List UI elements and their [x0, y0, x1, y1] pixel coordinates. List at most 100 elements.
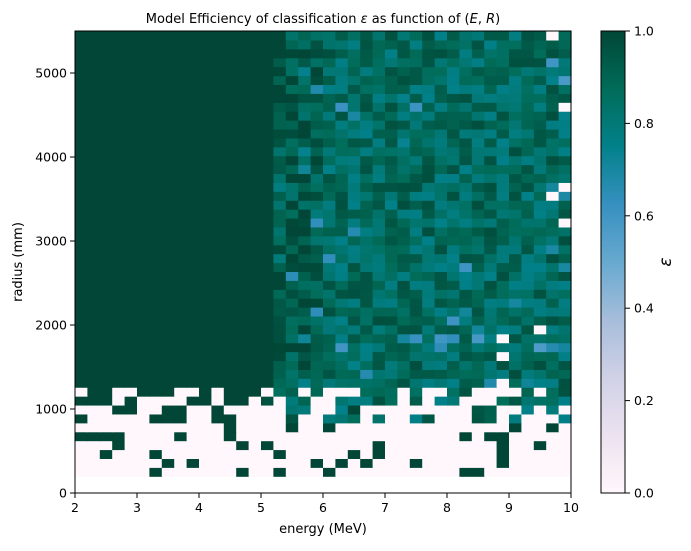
heatmap-cell — [372, 298, 386, 308]
heatmap-cell — [471, 315, 485, 326]
heatmap-cell — [521, 217, 535, 228]
heatmap-cell — [422, 244, 436, 255]
heatmap-cell — [471, 120, 485, 130]
heatmap-cell — [323, 137, 336, 148]
heatmap-cell — [248, 342, 262, 353]
y-tick-label: 4000 — [35, 150, 67, 165]
heatmap-cell — [298, 128, 312, 139]
heatmap-cell — [422, 128, 436, 139]
heatmap-cell — [75, 173, 88, 183]
heatmap-cell — [161, 93, 175, 103]
heatmap-cell — [87, 351, 101, 362]
heatmap-cell — [409, 333, 423, 344]
heatmap-cell — [112, 440, 126, 451]
heatmap-cell — [310, 217, 324, 228]
heatmap-cell — [323, 102, 336, 112]
heatmap-cell — [112, 351, 126, 362]
heatmap-cell — [137, 440, 150, 451]
heatmap-cell — [409, 396, 423, 406]
heatmap-cell — [422, 57, 436, 68]
heatmap-cell — [484, 271, 498, 281]
heatmap-cell — [347, 440, 361, 451]
heatmap-cell — [509, 244, 522, 255]
heatmap-cell — [310, 146, 324, 157]
heatmap-cell — [261, 93, 274, 103]
heatmap-cell — [161, 262, 175, 272]
heatmap-cell — [533, 324, 547, 335]
heatmap-cell — [509, 200, 522, 210]
heatmap-cell — [285, 137, 299, 148]
y-tick-label: 1000 — [35, 402, 67, 417]
heatmap-cell — [409, 431, 423, 442]
heatmap-cell — [236, 66, 250, 77]
heatmap-cell — [75, 422, 88, 433]
heatmap-cell — [112, 333, 126, 344]
heatmap-cell — [471, 449, 485, 459]
heatmap-cell — [397, 280, 411, 290]
heatmap-cell — [558, 431, 572, 442]
heatmap-cell — [521, 324, 535, 335]
heatmap-cell — [484, 31, 498, 41]
heatmap-cell — [521, 31, 535, 41]
heatmap-cell — [459, 111, 473, 121]
heatmap-cell — [546, 467, 560, 477]
heatmap-cell — [199, 75, 212, 86]
heatmap-cell — [75, 342, 88, 353]
heatmap-cell — [323, 360, 336, 370]
heatmap-cell — [124, 440, 138, 451]
heatmap-cell — [434, 235, 448, 246]
heatmap-cell — [335, 280, 349, 290]
heatmap-cell — [149, 449, 163, 459]
heatmap-cell — [509, 422, 522, 433]
heatmap-cell — [422, 146, 436, 157]
heatmap-cell — [471, 280, 485, 290]
heatmap-cell — [261, 369, 274, 379]
heatmap-cell — [236, 155, 250, 166]
heatmap-cell — [385, 422, 398, 433]
heatmap-cell — [199, 387, 212, 397]
heatmap-cell — [273, 182, 287, 192]
heatmap-cell — [211, 235, 225, 246]
heatmap-cell — [347, 422, 361, 433]
heatmap-cell — [360, 458, 374, 468]
heatmap-cell — [211, 449, 225, 459]
heatmap-cell — [422, 48, 436, 59]
heatmap-cell — [372, 173, 386, 183]
heatmap-cell — [533, 235, 547, 246]
heatmap-cell — [161, 200, 175, 210]
heatmap-cell — [372, 396, 386, 406]
heatmap-cell — [521, 467, 535, 477]
heatmap-cell — [409, 315, 423, 326]
heatmap-cell — [447, 128, 460, 139]
heatmap-cell — [87, 164, 101, 175]
heatmap-cell — [310, 226, 324, 237]
heatmap-cell — [112, 209, 126, 219]
y-tick-label: 3000 — [35, 234, 67, 249]
heatmap-cell — [236, 48, 250, 59]
heatmap-cell — [87, 84, 101, 94]
heatmap-cell — [409, 146, 423, 157]
heatmap-cell — [112, 235, 126, 246]
heatmap-cell — [397, 289, 411, 299]
heatmap-cell — [372, 128, 386, 139]
heatmap-cell — [99, 235, 113, 246]
heatmap-cell — [298, 307, 312, 317]
heatmap-cell — [372, 289, 386, 299]
heatmap-cell — [161, 209, 175, 219]
heatmap-cell — [310, 137, 324, 148]
heatmap-cell — [285, 57, 299, 68]
heatmap-cell — [347, 458, 361, 468]
heatmap-cell — [360, 164, 374, 175]
heatmap-cell — [434, 120, 448, 130]
heatmap-cell — [558, 111, 572, 121]
heatmap-cell — [223, 39, 237, 50]
heatmap-cell — [223, 146, 237, 157]
heatmap-cell — [509, 298, 522, 308]
heatmap-cell — [87, 369, 101, 379]
heatmap-cell — [174, 458, 188, 468]
heatmap-cell — [447, 191, 460, 201]
heatmap-cell — [112, 75, 126, 86]
heatmap-cell — [149, 84, 163, 94]
heatmap-cell — [558, 467, 572, 477]
heatmap-cell — [75, 396, 88, 406]
